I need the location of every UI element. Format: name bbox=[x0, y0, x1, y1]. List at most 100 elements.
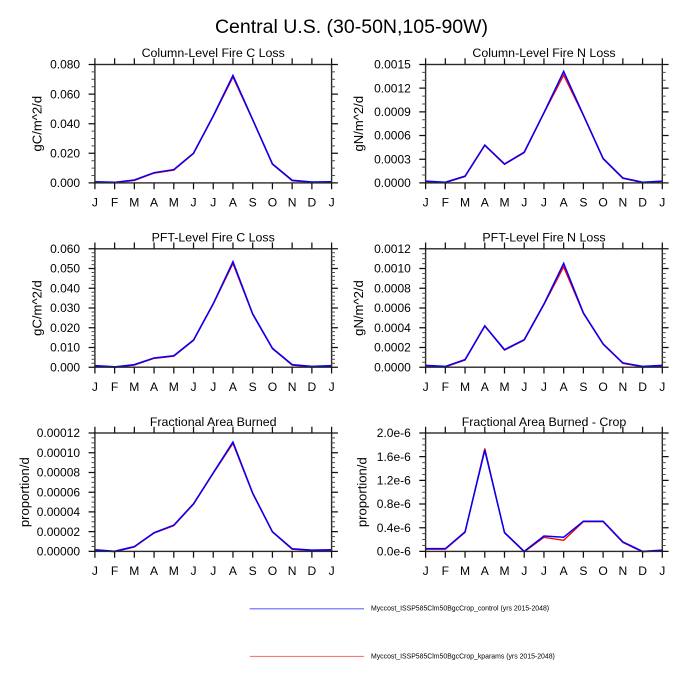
svg-text:J: J bbox=[521, 380, 527, 394]
svg-text:0.030: 0.030 bbox=[50, 301, 80, 315]
svg-text:M: M bbox=[499, 380, 509, 394]
svg-text:J: J bbox=[92, 564, 98, 578]
svg-text:M: M bbox=[460, 564, 470, 578]
svg-text:0.0006: 0.0006 bbox=[374, 129, 411, 143]
svg-text:A: A bbox=[150, 196, 159, 210]
svg-text:N: N bbox=[288, 564, 297, 578]
svg-text:0.0003: 0.0003 bbox=[374, 152, 411, 166]
svg-text:A: A bbox=[229, 196, 238, 210]
svg-text:0.00000: 0.00000 bbox=[37, 545, 81, 559]
svg-text:D: D bbox=[638, 196, 647, 210]
svg-text:1.2e-6: 1.2e-6 bbox=[377, 474, 411, 488]
svg-text:J: J bbox=[329, 564, 335, 578]
svg-text:A: A bbox=[150, 380, 159, 394]
svg-text:J: J bbox=[659, 196, 665, 210]
svg-text:0.040: 0.040 bbox=[50, 281, 80, 295]
svg-text:Fractional Area Burned: Fractional Area Burned bbox=[150, 415, 277, 429]
svg-text:J: J bbox=[423, 380, 429, 394]
svg-text:A: A bbox=[481, 380, 490, 394]
svg-text:Column-Level Fire C Loss: Column-Level Fire C Loss bbox=[142, 46, 285, 60]
svg-text:gC/m^2/d: gC/m^2/d bbox=[30, 96, 45, 152]
svg-text:M: M bbox=[129, 564, 139, 578]
svg-text:J: J bbox=[659, 564, 665, 578]
svg-text:0.060: 0.060 bbox=[50, 87, 80, 101]
svg-text:O: O bbox=[598, 564, 607, 578]
svg-text:0.0000: 0.0000 bbox=[374, 176, 411, 190]
svg-text:1.6e-6: 1.6e-6 bbox=[377, 450, 411, 464]
svg-text:J: J bbox=[423, 564, 429, 578]
svg-text:0.00006: 0.00006 bbox=[37, 485, 81, 499]
svg-text:J: J bbox=[190, 564, 196, 578]
svg-text:J: J bbox=[92, 196, 98, 210]
svg-text:0.060: 0.060 bbox=[50, 242, 80, 256]
svg-text:Central U.S. (30-50N,105-90W): Central U.S. (30-50N,105-90W) bbox=[215, 16, 488, 38]
svg-text:J: J bbox=[210, 564, 216, 578]
svg-text:0.050: 0.050 bbox=[50, 262, 80, 276]
svg-text:2.0e-6: 2.0e-6 bbox=[377, 426, 411, 440]
svg-text:A: A bbox=[481, 564, 490, 578]
svg-text:0.000: 0.000 bbox=[50, 176, 80, 190]
svg-text:N: N bbox=[288, 196, 297, 210]
svg-text:F: F bbox=[111, 380, 118, 394]
svg-text:M: M bbox=[169, 564, 179, 578]
svg-text:O: O bbox=[598, 196, 607, 210]
svg-text:M: M bbox=[460, 196, 470, 210]
svg-text:S: S bbox=[579, 196, 587, 210]
svg-text:0.0002: 0.0002 bbox=[374, 341, 411, 355]
svg-text:M: M bbox=[499, 564, 509, 578]
svg-text:N: N bbox=[288, 380, 297, 394]
svg-text:D: D bbox=[308, 564, 317, 578]
svg-text:A: A bbox=[560, 196, 569, 210]
svg-text:0.080: 0.080 bbox=[50, 58, 80, 72]
svg-text:J: J bbox=[210, 196, 216, 210]
svg-text:0.020: 0.020 bbox=[50, 147, 80, 161]
svg-text:J: J bbox=[659, 380, 665, 394]
svg-text:gN/m^2/d: gN/m^2/d bbox=[351, 280, 366, 336]
svg-text:S: S bbox=[249, 196, 257, 210]
svg-text:Myccost_ISSP585Clm50BgcCrop_co: Myccost_ISSP585Clm50BgcCrop_control (yrs… bbox=[371, 606, 549, 613]
svg-text:A: A bbox=[481, 196, 490, 210]
svg-text:D: D bbox=[638, 380, 647, 394]
svg-text:J: J bbox=[210, 380, 216, 394]
svg-text:N: N bbox=[618, 380, 627, 394]
svg-text:0.00010: 0.00010 bbox=[37, 446, 81, 460]
svg-text:O: O bbox=[268, 380, 277, 394]
svg-text:0.0004: 0.0004 bbox=[374, 321, 411, 335]
svg-text:0.0006: 0.0006 bbox=[374, 301, 411, 315]
svg-text:M: M bbox=[499, 196, 509, 210]
svg-text:Column-Level Fire N Loss: Column-Level Fire N Loss bbox=[472, 46, 615, 60]
svg-text:0.00002: 0.00002 bbox=[37, 525, 81, 539]
svg-text:A: A bbox=[229, 564, 238, 578]
svg-text:D: D bbox=[308, 196, 317, 210]
svg-text:0.000: 0.000 bbox=[50, 360, 80, 374]
svg-text:gC/m^2/d: gC/m^2/d bbox=[30, 280, 45, 336]
svg-text:J: J bbox=[541, 196, 547, 210]
svg-text:0.010: 0.010 bbox=[50, 341, 80, 355]
svg-text:M: M bbox=[169, 196, 179, 210]
svg-text:F: F bbox=[111, 196, 118, 210]
svg-text:PFT-Level Fire N Loss: PFT-Level Fire N Loss bbox=[482, 231, 605, 245]
svg-text:J: J bbox=[423, 196, 429, 210]
svg-text:0.0008: 0.0008 bbox=[374, 281, 411, 295]
svg-text:J: J bbox=[541, 564, 547, 578]
svg-text:Myccost_ISSP585Clm50BgcCrop_kp: Myccost_ISSP585Clm50BgcCrop_kparams (yrs… bbox=[371, 653, 555, 660]
svg-text:0.0015: 0.0015 bbox=[374, 58, 411, 72]
svg-text:0.00012: 0.00012 bbox=[37, 426, 81, 440]
svg-text:O: O bbox=[268, 196, 277, 210]
svg-text:S: S bbox=[249, 380, 257, 394]
svg-text:proportion/d: proportion/d bbox=[355, 457, 370, 527]
svg-text:J: J bbox=[329, 380, 335, 394]
svg-text:J: J bbox=[190, 196, 196, 210]
svg-text:N: N bbox=[618, 564, 627, 578]
svg-text:O: O bbox=[598, 380, 607, 394]
svg-text:0.0000: 0.0000 bbox=[374, 360, 411, 374]
svg-text:Fractional Area Burned - Crop: Fractional Area Burned - Crop bbox=[462, 415, 627, 429]
svg-text:0.040: 0.040 bbox=[50, 117, 80, 131]
svg-text:0.0009: 0.0009 bbox=[374, 105, 411, 119]
svg-text:O: O bbox=[268, 564, 277, 578]
svg-text:S: S bbox=[249, 564, 257, 578]
svg-text:0.4e-6: 0.4e-6 bbox=[377, 521, 411, 535]
svg-text:J: J bbox=[92, 380, 98, 394]
svg-text:proportion/d: proportion/d bbox=[17, 457, 32, 527]
svg-text:D: D bbox=[308, 380, 317, 394]
